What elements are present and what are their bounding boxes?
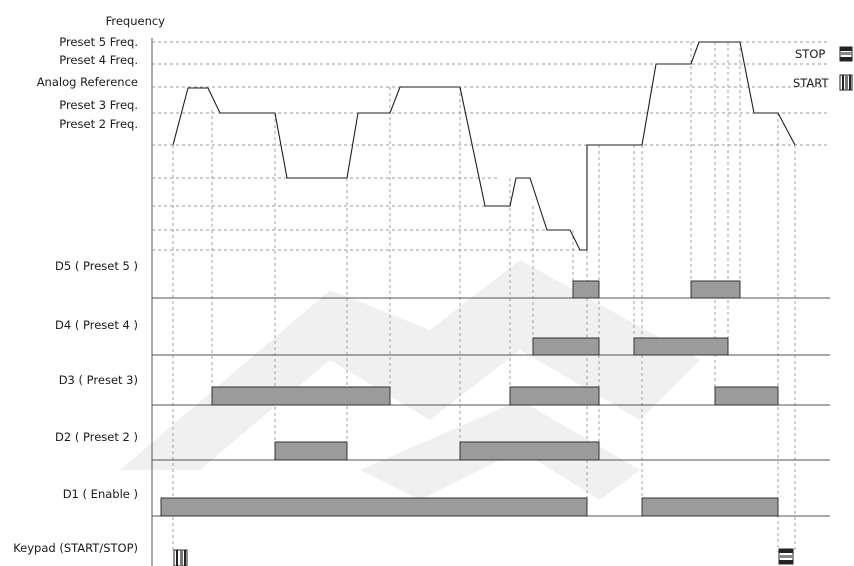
level-label-preset5: Preset 5 Freq. xyxy=(59,35,138,49)
row-label-keypad: Keypad (START/STOP) xyxy=(13,541,138,555)
pulse-d5-1 xyxy=(572,280,600,299)
level-label-preset3: Preset 3 Freq. xyxy=(59,98,138,112)
pulse-d2-1 xyxy=(274,441,348,461)
keypad-start-marker xyxy=(173,549,188,566)
pulse-d1-1 xyxy=(160,497,588,517)
watermark xyxy=(120,260,700,500)
row-label-d4: D4 ( Preset 4 ) xyxy=(55,318,138,332)
pulse-d4-1 xyxy=(532,337,600,356)
legend-start-label: START xyxy=(793,76,829,90)
legend-stop-label: STOP xyxy=(795,47,825,61)
level-label-preset2: Preset 2 Freq. xyxy=(59,117,138,131)
row-label-d1: D1 ( Enable ) xyxy=(63,487,138,501)
legend-stop-icon xyxy=(839,46,853,62)
level-label-analog: Analog Reference xyxy=(37,75,138,89)
pulse-d4-2 xyxy=(633,337,729,356)
pulse-d1-2 xyxy=(641,497,779,517)
pulse-d3-3 xyxy=(714,386,779,406)
frequency-trace xyxy=(172,41,796,251)
pulse-d5-2 xyxy=(690,280,741,299)
pulse-d3-2 xyxy=(509,386,600,406)
pulse-d2-2 xyxy=(459,441,600,461)
pulse-d3-1 xyxy=(211,386,391,406)
row-label-d2: D2 ( Preset 2 ) xyxy=(55,430,138,444)
keypad-stop-marker xyxy=(778,548,794,565)
legend-start-icon xyxy=(839,74,853,91)
row-label-d5: D5 ( Preset 5 ) xyxy=(55,259,138,273)
frequency-axis-label: Frequency xyxy=(106,14,166,28)
row-label-d3: D3 ( Preset 3) xyxy=(59,373,138,387)
level-label-preset4: Preset 4 Freq. xyxy=(59,53,138,67)
